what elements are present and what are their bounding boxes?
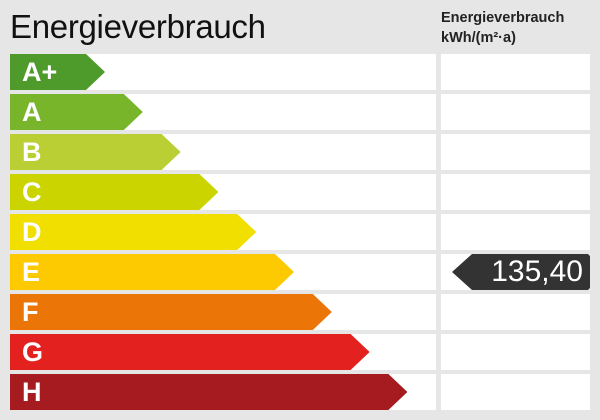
bar-cell: C	[10, 174, 436, 210]
rating-label: E	[22, 257, 41, 287]
value-text: 135,40	[491, 255, 583, 288]
bar-cell: D	[10, 214, 436, 250]
rating-row-g: G	[10, 334, 590, 370]
rating-arrow	[10, 54, 105, 90]
rating-row-a-plus: A+	[10, 54, 590, 90]
rating-arrow-shape	[10, 54, 105, 90]
rating-arrow-shape	[10, 214, 257, 250]
unit-line-1: Energieverbrauch	[441, 10, 565, 26]
rating-arrow-shape	[10, 334, 370, 370]
value-cell	[441, 334, 590, 370]
rating-row-f: F	[10, 294, 590, 330]
rating-label: A+	[22, 57, 58, 87]
bar-cell: B	[10, 134, 436, 170]
rating-arrow	[10, 334, 370, 370]
rating-arrow-shape	[10, 254, 294, 290]
value-cell	[441, 94, 590, 130]
rating-label: B	[22, 137, 42, 167]
rating-label: F	[22, 297, 39, 327]
rating-arrow-shape	[10, 174, 219, 210]
rating-arrow-shape	[10, 134, 181, 170]
value-marker: 135,40	[452, 254, 590, 290]
rating-arrow-shape	[10, 294, 332, 330]
value-cell	[441, 134, 590, 170]
value-cell	[441, 174, 590, 210]
rating-row-h: H	[10, 374, 590, 410]
rating-label: D	[22, 217, 42, 247]
value-marker-shape	[452, 254, 590, 290]
rating-arrow	[10, 134, 181, 170]
rating-label: H	[22, 377, 42, 407]
rating-row-b: B	[10, 134, 590, 170]
rating-arrow	[10, 374, 408, 410]
rating-arrow	[10, 94, 143, 130]
value-cell	[441, 374, 590, 410]
rating-arrow-shape	[10, 94, 143, 130]
rating-arrow	[10, 254, 294, 290]
value-cell	[441, 54, 590, 90]
rating-row-e: E 135,40	[10, 254, 590, 290]
bar-cell: G	[10, 334, 436, 370]
bar-cell: F	[10, 294, 436, 330]
value-cell	[441, 214, 590, 250]
rating-arrow-shape	[10, 374, 408, 410]
rating-row-c: C	[10, 174, 590, 210]
bar-cell: A+	[10, 54, 436, 90]
unit-line-2: kWh/(m²·a)	[441, 30, 516, 46]
value-marker-arrow	[452, 254, 590, 290]
rating-arrow	[10, 294, 332, 330]
bar-cell: A	[10, 94, 436, 130]
rating-row-d: D	[10, 214, 590, 250]
bar-cell: H	[10, 374, 436, 410]
rating-row-a: A	[10, 94, 590, 130]
rating-label: C	[22, 177, 42, 207]
rating-label: G	[22, 337, 44, 367]
page-title: Energieverbrauch	[10, 8, 266, 45]
bar-cell: E	[10, 254, 436, 290]
rating-arrow	[10, 214, 257, 250]
rating-label: A	[22, 97, 42, 127]
value-cell	[441, 294, 590, 330]
unit-label: Energieverbrauch kWh/(m²·a)	[441, 8, 564, 48]
rating-arrow	[10, 174, 219, 210]
